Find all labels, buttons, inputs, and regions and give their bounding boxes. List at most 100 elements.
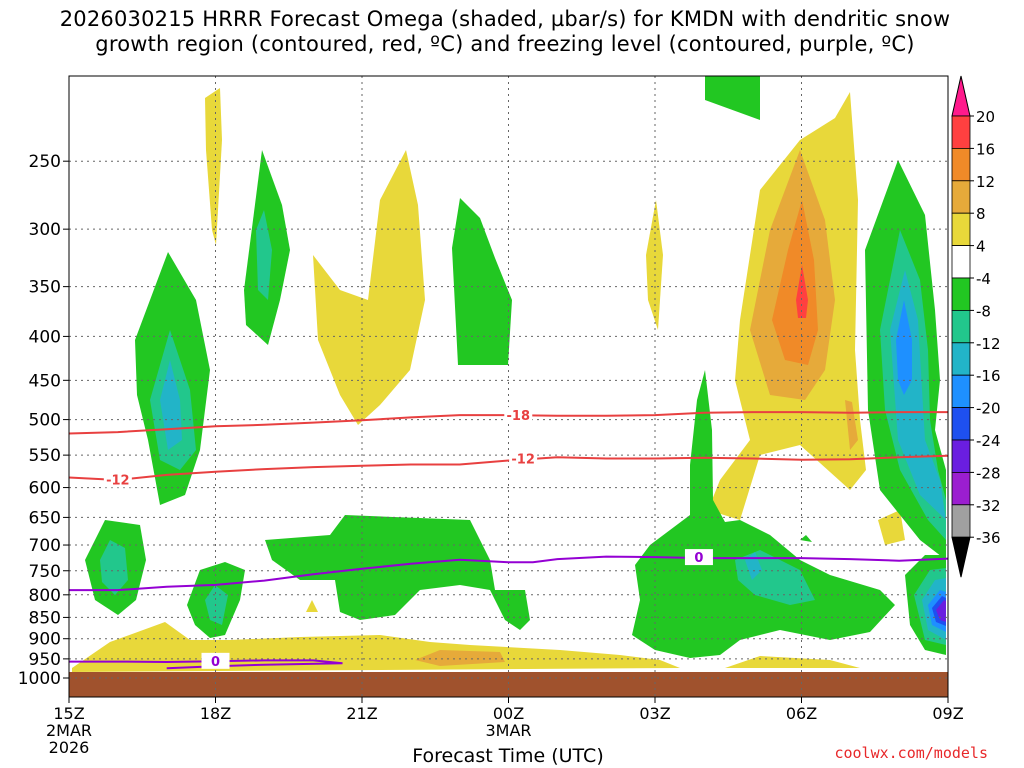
colorbar-label: 8 (976, 205, 986, 223)
x-tick-label: 15Z (53, 704, 84, 723)
omega-region-yellow-5 (878, 510, 905, 545)
isotherm-label: -12 (511, 452, 535, 467)
contour-lines: -18 -12 -12 0 0 (68, 407, 949, 670)
colorbar-swatch (951, 471, 971, 506)
y-axis: 2503003504004505005506006507007508008509… (18, 152, 69, 689)
omega-region-orange-3 (415, 650, 505, 666)
y-tick-label: 900 (29, 630, 61, 650)
omega-region-yellow-8 (306, 600, 318, 612)
colorbar-label: -20 (976, 400, 1001, 418)
colorbar-swatch (951, 212, 971, 246)
omega-region-cyan-1 (160, 360, 182, 450)
colorbar-top-arrow (951, 75, 971, 117)
omega-region-green-3 (452, 198, 512, 365)
colorbar-label: 12 (976, 173, 995, 191)
colorbar-swatch (951, 342, 971, 376)
x-tick-sublabel: 2MAR (46, 721, 92, 740)
colorbar-label: -4 (976, 270, 991, 288)
isotherm-line (68, 454, 949, 482)
omega-region-yellow-3 (646, 200, 663, 330)
omega-region-yellow-7 (725, 656, 860, 668)
omega-region-purple-1 (936, 600, 946, 622)
isotherm-label: -18 (507, 409, 531, 424)
y-tick-label: 650 (29, 508, 61, 528)
x-axis-title: Forecast Time (UTC) (412, 745, 604, 767)
y-tick-label: 500 (29, 411, 61, 431)
y-tick-label: 550 (29, 446, 61, 466)
x-tick-sublabel-year: 2026 (49, 738, 90, 757)
omega-region-green-9 (632, 370, 895, 658)
colorbar-swatch (951, 374, 971, 409)
y-tick-label: 300 (29, 220, 61, 240)
omega-region-yellow-2 (313, 150, 425, 425)
colorbar-swatch (951, 277, 971, 311)
omega-region-green-11 (800, 535, 812, 542)
colorbar-swatch (951, 147, 971, 182)
x-tick-label: 06Z (786, 704, 817, 723)
colorbar-label: -32 (976, 497, 1001, 515)
y-tick-label: 450 (29, 371, 61, 391)
x-tick-sublabel: 3MAR (485, 721, 531, 740)
colorbar-label: -28 (976, 464, 1001, 482)
y-tick-label: 600 (29, 479, 61, 499)
y-tick-label: 400 (29, 327, 61, 347)
freezing-level-line (69, 555, 949, 592)
colorbar-swatch (951, 439, 971, 473)
isotherm-label-bg (504, 407, 533, 424)
x-tick-label: 00Z (493, 704, 524, 723)
colorbar-swatch (951, 407, 971, 441)
gridlines (68, 76, 949, 697)
x-tick-label: 09Z (932, 704, 963, 723)
omega-region-yellow-6 (72, 622, 680, 672)
y-tick-label: 250 (29, 152, 61, 172)
omega-region-green-8 (265, 515, 530, 630)
colorbar-label: -8 (976, 302, 991, 320)
chart-title-line1: 2026030215 HRRR Forecast Omega (shaded, … (59, 7, 951, 31)
omega-region-teal-4 (205, 585, 228, 625)
credit-text[interactable]: coolwx.com/models (834, 744, 988, 762)
x-tick-label: 03Z (639, 704, 670, 723)
freezing-level-label: 0 (211, 655, 220, 670)
colorbar: 20 16 12 8 4 -4 -8 -12 -16 -20 -24 -28 -32 -36 (951, 75, 1001, 578)
omega-region-green-4 (705, 76, 760, 120)
omega-region-teal-3 (100, 540, 128, 595)
omega-region-orange-2 (772, 200, 818, 365)
colorbar-swatch (951, 504, 971, 538)
freezing-level-label-bg (684, 549, 713, 566)
colorbar-label: -16 (976, 367, 1001, 385)
freezing-level-line-lower (69, 659, 343, 670)
chart-title-line2: growth region (contoured, red, ºC) and f… (95, 32, 915, 56)
freezing-level-label-bg (201, 652, 230, 669)
x-tick-label: 18Z (200, 704, 231, 723)
colorbar-swatch (951, 115, 971, 149)
colorbar-swatch (951, 309, 971, 344)
y-tick-label: 1000 (18, 669, 61, 689)
isotherm-label-bg (509, 450, 538, 467)
colorbar-label: -36 (976, 529, 1001, 547)
x-tick-label: 21Z (346, 704, 377, 723)
colorbar-label: -24 (976, 432, 1001, 450)
y-tick-label: 700 (29, 536, 61, 556)
colorbar-label: 16 (976, 140, 995, 158)
omega-region-yellow-1 (205, 88, 222, 245)
omega-region-red (796, 265, 808, 318)
freezing-level-label: 0 (694, 551, 703, 566)
isotherm-label: -12 (106, 473, 130, 488)
colorbar-bottom-arrow (951, 536, 971, 578)
colorbar-label: -12 (976, 335, 1001, 353)
y-tick-label: 800 (29, 586, 61, 606)
colorbar-swatch (951, 180, 971, 214)
y-tick-label: 850 (29, 608, 61, 628)
omega-region-blue-1 (896, 300, 912, 395)
colorbar-label: 20 (976, 108, 995, 126)
omega-region-teal-2 (256, 210, 272, 300)
colorbar-swatch (951, 245, 971, 279)
y-tick-label: 950 (29, 650, 61, 670)
isotherm-label-bg (103, 471, 132, 488)
colorbar-label: 4 (976, 238, 986, 256)
y-tick-label: 350 (29, 278, 61, 298)
y-tick-label: 750 (29, 562, 61, 582)
ground-fill (69, 672, 948, 697)
